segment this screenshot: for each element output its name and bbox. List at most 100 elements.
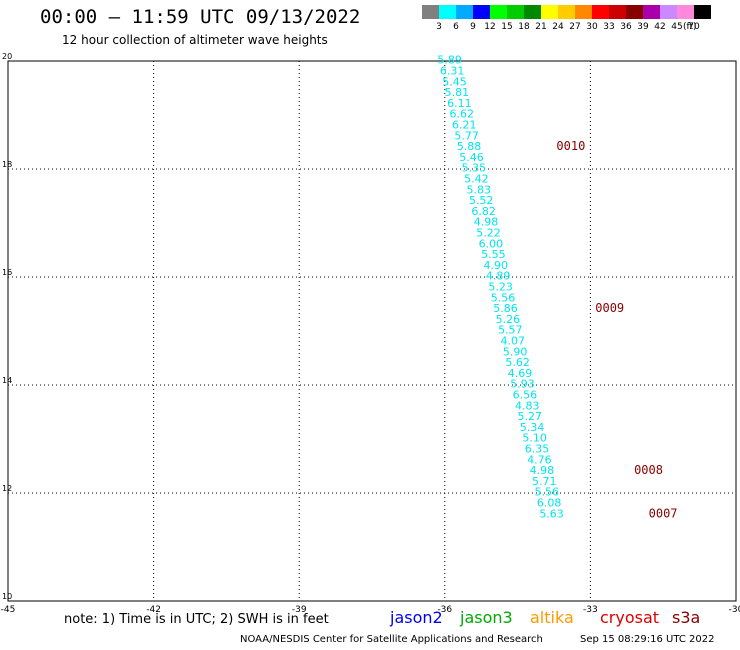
swh-value: 4.83 (515, 399, 540, 412)
legend-swatch (473, 5, 490, 19)
swh-value: 5.57 (498, 324, 523, 337)
legend-label: 36 (620, 22, 632, 32)
legend-swatch (677, 5, 694, 19)
legend-label: 21 (535, 22, 547, 32)
legend-label: 12 (484, 22, 496, 32)
swh-value: 4.90 (484, 259, 509, 272)
y-tick-label: 20 (2, 52, 12, 61)
legend-label: 18 (518, 22, 530, 32)
swh-value: 5.22 (476, 227, 501, 240)
swh-value: 5.10 (522, 432, 547, 445)
swh-value: 5.71 (532, 475, 557, 488)
legend-swatch (558, 5, 575, 19)
legend-label: 70 (688, 22, 700, 32)
credit-text: NOAA/NESDIS Center for Satellite Applica… (240, 634, 543, 645)
swh-value: 5.77 (454, 129, 479, 142)
swh-value: 5.34 (520, 421, 545, 434)
legend-swatch (541, 5, 558, 19)
y-tick-label: 14 (2, 376, 12, 385)
legend-unit: (ft) (683, 22, 697, 32)
satellite-cryosat: cryosat (600, 608, 660, 627)
swh-value: 4.98 (530, 464, 555, 477)
y-tick-label: 18 (2, 160, 12, 169)
time-label: 0007 (649, 506, 678, 520)
plot-frame (7, 60, 737, 602)
swh-value: 6.82 (471, 205, 496, 218)
legend-label: 27 (569, 22, 581, 32)
swh-value: 5.83 (467, 183, 492, 196)
legend-swatch (524, 5, 541, 19)
legend-label: 33 (603, 22, 615, 32)
legend-swatch (626, 5, 643, 19)
time-label: 0008 (634, 463, 663, 477)
x-tick-label: -39 (292, 605, 307, 615)
legend-swatch (456, 5, 473, 19)
swh-value: 5.56 (491, 291, 516, 304)
satellite-altika: altika (530, 608, 574, 627)
legend-swatch (490, 5, 507, 19)
swh-value: 6.08 (537, 497, 562, 510)
legend-label: 15 (501, 22, 513, 32)
swh-value: 5.27 (517, 410, 542, 423)
legend-swatch (694, 5, 711, 19)
legend-label: 39 (637, 22, 649, 32)
x-tick-label: -33 (583, 605, 598, 615)
legend-label: 6 (453, 22, 459, 32)
swh-value: 6.31 (440, 65, 465, 78)
x-tick-label: -42 (146, 605, 161, 615)
swh-value: 4.98 (474, 216, 499, 229)
swh-value: 6.35 (525, 443, 550, 456)
legend-swatch (609, 5, 626, 19)
swh-value: 5.52 (469, 194, 494, 207)
satellite-jason2: jason2 (390, 608, 443, 627)
legend-swatch (643, 5, 660, 19)
legend-swatch (439, 5, 456, 19)
legend-label: 24 (552, 22, 564, 32)
swh-value: 5.88 (457, 140, 482, 153)
legend-label: 3 (436, 22, 442, 32)
legend-swatch (422, 5, 439, 19)
swh-value: 5.93 (510, 378, 535, 391)
swh-value: 5.81 (445, 86, 470, 99)
swh-value: 5.45 (442, 75, 467, 88)
swh-value: 6.62 (450, 108, 475, 121)
swh-value: 4.76 (527, 453, 552, 466)
x-tick-label: -36 (437, 605, 452, 615)
legend-swatch (507, 5, 524, 19)
legend-swatch (660, 5, 677, 19)
swh-value: 4.69 (508, 367, 533, 380)
swh-value: 5.62 (505, 356, 530, 369)
swh-value: 6.00 (479, 237, 504, 250)
x-tick-label: -45 (1, 605, 16, 615)
y-tick-label: 16 (2, 268, 12, 277)
swh-value: 5.89 (437, 54, 462, 67)
swh-value: 5.35 (462, 162, 487, 175)
page-subtitle: 12 hour collection of altimeter wave hei… (62, 33, 328, 47)
swh-value: 5.63 (539, 507, 564, 520)
swh-value: 4.07 (500, 335, 525, 348)
swh-value: 5.23 (488, 281, 513, 294)
swh-value: 5.55 (481, 248, 506, 261)
swh-value: 5.42 (464, 173, 489, 186)
swh-value: 6.56 (513, 389, 538, 402)
satellite-s3a: s3a (672, 608, 701, 627)
legend-label: 45 (671, 22, 683, 32)
x-tick-label: -30 (729, 605, 740, 615)
legend-swatch (575, 5, 592, 19)
page-title: 00:00 – 11:59 UTC 09/13/2022 (40, 6, 361, 28)
swh-value: 5.56 (534, 486, 559, 499)
time-label: 0009 (595, 301, 624, 315)
swh-value: 5.46 (459, 151, 484, 164)
footer-note: note: 1) Time is in UTC; 2) SWH is in fe… (64, 612, 329, 627)
y-tick-label: 12 (2, 484, 12, 493)
swh-value: 5.90 (503, 345, 528, 358)
legend-swatch (592, 5, 609, 19)
timestamp-text: Sep 15 08:29:16 UTC 2022 (580, 634, 715, 645)
swh-value: 6.11 (447, 97, 472, 110)
swh-value: 5.86 (493, 302, 518, 315)
swh-value: 4.89 (486, 270, 511, 283)
legend-label: 42 (654, 22, 666, 32)
swh-value: 5.26 (496, 313, 521, 326)
satellite-jason3: jason3 (460, 608, 513, 627)
